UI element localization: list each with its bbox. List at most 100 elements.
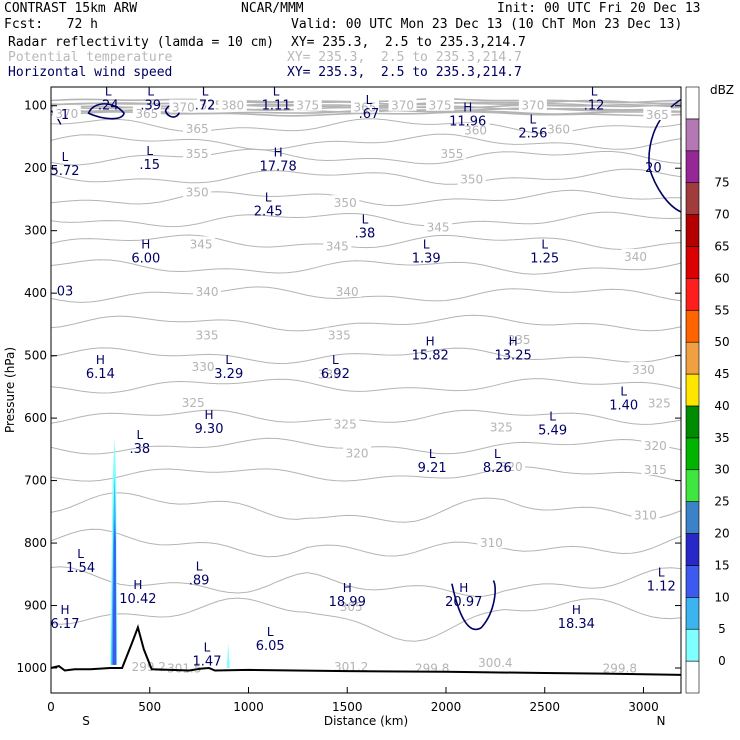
wind-extremum-type: L [267, 625, 274, 639]
colorbar-swatch [685, 86, 700, 120]
colorbar-swatch [685, 660, 700, 694]
theta-label: 335 [196, 329, 219, 343]
theta-label: 325 [648, 397, 671, 411]
theta-label-bg [605, 660, 634, 674]
wind-extremum-type: H [141, 238, 150, 252]
wind-extremum-value: 15.82 [412, 348, 449, 363]
y-tick-label: 1000 [16, 661, 47, 675]
y-tick-label: 100 [24, 99, 47, 113]
theta-label-bg [196, 97, 225, 111]
y-tick-label: 600 [24, 411, 47, 425]
theta-contour-13 [50, 211, 682, 228]
reflectivity-field [110, 436, 230, 669]
field-theta-name: Potential temperature [8, 50, 173, 65]
theta-contour-17 [50, 314, 682, 332]
wind-extremum-type: H [343, 581, 352, 595]
colorbar-level-label: 5 [718, 622, 726, 636]
theta-label: 335 [508, 333, 531, 347]
colorbar-level-label: 60 [714, 271, 729, 285]
wind-extremum-type: L [147, 84, 154, 98]
theta-label: 320 [500, 460, 523, 474]
theta-label: 355 [440, 147, 463, 161]
wind-extremum-value: 03 [57, 285, 74, 300]
field-theta-xy: XY= 235.3, 2.5 to 235.3,214.7 [287, 50, 522, 65]
colorbar-level-label: 55 [714, 303, 729, 317]
colorbar: 0 5 10 15 20 25 30 35 40 45 50 55 60 65 70 75 [685, 86, 730, 694]
theta-label-bg [424, 219, 453, 233]
terrain-profile [50, 624, 682, 676]
field-reflectivity-name: Radar reflectivity (lamda = 10 cm) [8, 35, 275, 50]
wind-extremum-value: .24 [98, 98, 119, 113]
theta-label: 365 [135, 107, 158, 121]
theta-label: 300.4 [478, 656, 512, 670]
colorbar-level-label: 20 [714, 527, 729, 541]
theta-label-bg [629, 362, 658, 376]
colorbar-level-label: 0 [718, 654, 726, 668]
terrain-line [50, 624, 682, 676]
wind-extremum-type: L [362, 213, 369, 227]
theta-label-bg [193, 327, 222, 341]
colorbar-level-label: 75 [714, 176, 729, 190]
theta-label: 301.5 [167, 662, 201, 676]
wind-extremum-type: L [77, 547, 84, 561]
wind-extremum-type: H [204, 408, 213, 422]
wind-extremum-value: 6.17 [51, 617, 80, 632]
wind-extremum-type: L [273, 84, 280, 98]
wind-extremum-type: L [105, 84, 112, 98]
y-tick-label: 800 [24, 536, 47, 550]
theta-label: 350 [334, 196, 357, 210]
theta-label: 315 [644, 463, 667, 477]
wind-extremum-value: 1.47 [193, 655, 222, 670]
theta-label-bg [52, 105, 81, 119]
theta-label: 350 [460, 172, 483, 186]
wind-extremum-value: 1 [61, 108, 69, 123]
colorbar-swatch [685, 278, 700, 311]
theta-label: 340 [196, 285, 219, 299]
colorbar-swatch [685, 373, 700, 407]
theta-label: 320 [346, 447, 369, 461]
theta-label-bg [333, 283, 362, 297]
wind-extremum-value: 9.30 [195, 422, 224, 437]
theta-contour-8 [50, 118, 682, 135]
field-wind-name: Horizontal wind speed [8, 65, 173, 80]
theta-label-bg [388, 97, 417, 111]
theta-label-bg [331, 416, 360, 430]
wind-extremum-value: .89 [189, 573, 210, 588]
theta-label-bg [426, 97, 455, 111]
wind-extremum-type: L [620, 384, 627, 398]
theta-label: 330 [318, 367, 341, 381]
wind-extremum-value: 5.72 [51, 164, 80, 179]
wind-extremum-value: .15 [139, 158, 160, 173]
theta-label-bg [179, 395, 208, 409]
wind-extremum-value: 10.42 [119, 592, 156, 607]
wind-extremum-type: H [572, 603, 581, 617]
colorbar-swatch [685, 182, 700, 215]
wind-extremum-value: 1.12 [647, 580, 676, 595]
wind-extremum-value: .38 [130, 442, 151, 457]
wind-extremum-value: 1.54 [66, 561, 95, 576]
wind-extremum-value: .67 [359, 107, 380, 122]
theta-label: 340 [624, 250, 647, 264]
theta-label-bg [183, 184, 212, 198]
theta-label: 365 [186, 122, 209, 136]
wind-extremum-value: 17.78 [260, 160, 297, 175]
wind-extremum-value: 5.49 [538, 423, 567, 438]
wind-extremum-value: 2.56 [518, 127, 547, 142]
theta-label-bg [505, 332, 534, 346]
theta-label-bg [187, 236, 216, 250]
wind-extremum-type: L [196, 559, 203, 573]
theta-label-bg [343, 445, 372, 459]
wind-extremum-type: L [62, 150, 69, 164]
south-label: S [82, 714, 90, 728]
x-tick-label: 500 [138, 700, 161, 714]
forecast-hour: Fcst: 72 h [4, 17, 98, 32]
wind-extremum-type: L [225, 353, 232, 367]
theta-label: 330 [632, 363, 655, 377]
theta-label-bg [337, 658, 366, 672]
theta-label: 375 [296, 99, 319, 113]
colorbar-level-label: 65 [714, 239, 729, 253]
theta-label: 380 [221, 99, 244, 113]
